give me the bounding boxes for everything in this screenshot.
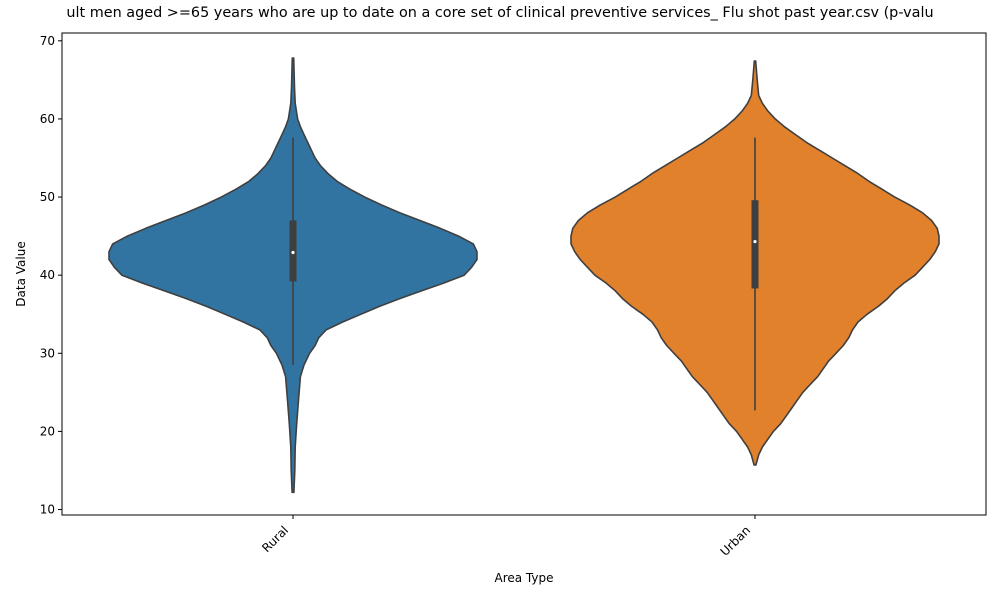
x-axis-label: Area Type [495, 571, 554, 585]
y-tick-label: 70 [40, 34, 55, 48]
plot-frame [61, 32, 987, 516]
y-tick-label: 10 [40, 503, 55, 517]
y-tick-label: 50 [40, 190, 55, 204]
median-marker-urban [753, 239, 757, 244]
y-tick-label: 20 [40, 424, 55, 438]
y-axis-label: Data Value [14, 241, 28, 306]
x-tick-label: Rural [259, 523, 291, 555]
x-axis: Rural Urban [259, 515, 756, 559]
y-axis: 10 20 30 40 50 60 70 [40, 34, 62, 517]
y-tick-label: 30 [40, 346, 55, 360]
plot-area [108, 57, 940, 494]
y-tick-label: 60 [40, 112, 55, 126]
x-tick-label: Urban [718, 523, 754, 559]
median-marker-rural [291, 250, 295, 255]
iqr-box-urban [751, 200, 759, 289]
chart-title: ult men aged >=65 years who are up to da… [66, 5, 933, 21]
y-tick-label: 40 [40, 268, 55, 282]
